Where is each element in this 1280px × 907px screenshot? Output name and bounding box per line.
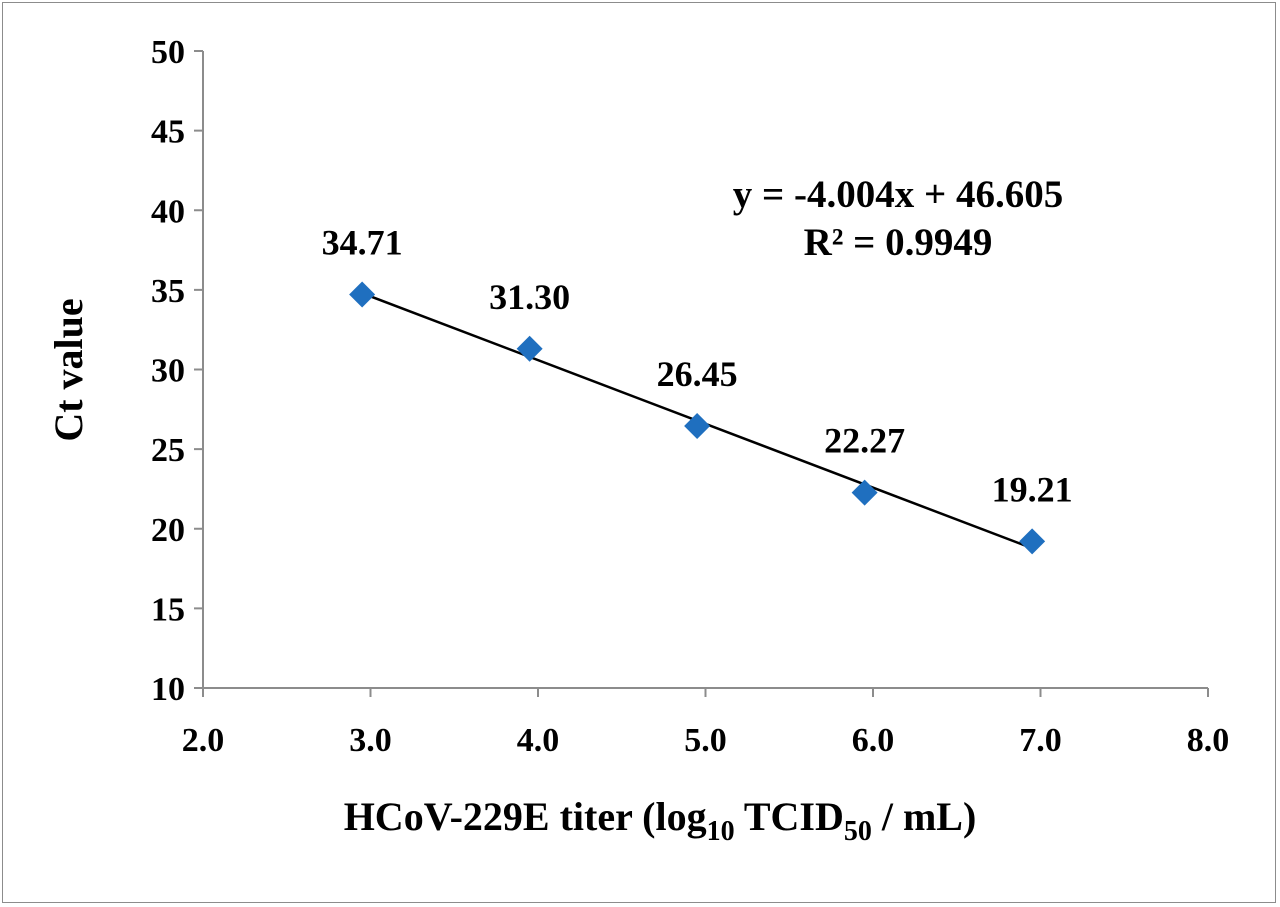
data-label: 34.71 bbox=[322, 222, 403, 262]
x-axis-title: HCoV-229E titer (log10 TCID50 / mL) bbox=[344, 794, 977, 847]
y-tick-labels: 10 15 20 25 30 35 40 45 50 bbox=[151, 34, 185, 708]
r-squared-label: R² = 0.9949 bbox=[804, 221, 993, 264]
x-axis-title-end: / mL) bbox=[872, 794, 976, 839]
y-tick-label: 40 bbox=[151, 193, 185, 230]
y-tick-label: 25 bbox=[151, 432, 185, 469]
y-tick-label: 10 bbox=[151, 671, 185, 708]
x-axis-title-mid: TCID bbox=[735, 794, 844, 839]
data-label: 26.45 bbox=[657, 354, 738, 394]
data-point-marker bbox=[684, 413, 711, 440]
x-tick-labels: 2.0 3.0 4.0 5.0 6.0 7.0 8.0 bbox=[182, 722, 1230, 759]
y-tick-label: 45 bbox=[151, 114, 185, 151]
x-tick-label: 5.0 bbox=[684, 722, 727, 759]
data-label: 19.21 bbox=[992, 469, 1073, 509]
y-tick-label: 35 bbox=[151, 273, 185, 310]
x-axis-title-main: HCoV-229E titer (log bbox=[344, 794, 707, 839]
x-axis-title-sub2: 50 bbox=[844, 816, 872, 847]
data-point-marker bbox=[516, 335, 543, 362]
data-point-marker bbox=[851, 479, 878, 506]
x-tick-label: 6.0 bbox=[852, 722, 895, 759]
data-point-marker bbox=[349, 281, 376, 308]
y-axis-title: Ct value bbox=[46, 298, 91, 441]
data-label: 22.27 bbox=[824, 421, 905, 461]
data-points bbox=[349, 281, 1046, 555]
data-labels: 34.71 31.30 26.45 22.27 19.21 bbox=[322, 222, 1073, 509]
x-tick-label: 8.0 bbox=[1187, 722, 1230, 759]
y-tick-label: 50 bbox=[151, 34, 185, 71]
x-tick-label: 2.0 bbox=[182, 722, 225, 759]
x-tick-label: 7.0 bbox=[1019, 722, 1062, 759]
x-tick-label: 4.0 bbox=[517, 722, 560, 759]
y-tick-label: 15 bbox=[151, 591, 185, 628]
x-tick-label: 3.0 bbox=[349, 722, 392, 759]
y-tick-label: 30 bbox=[151, 353, 185, 390]
axes bbox=[194, 50, 1209, 697]
trendline-equation: y = -4.004x + 46.605 bbox=[733, 173, 1063, 216]
y-tick-label: 20 bbox=[151, 512, 185, 549]
data-label: 31.30 bbox=[489, 277, 570, 317]
x-axis-title-sub1: 10 bbox=[707, 816, 735, 847]
data-point-marker bbox=[1019, 528, 1046, 555]
